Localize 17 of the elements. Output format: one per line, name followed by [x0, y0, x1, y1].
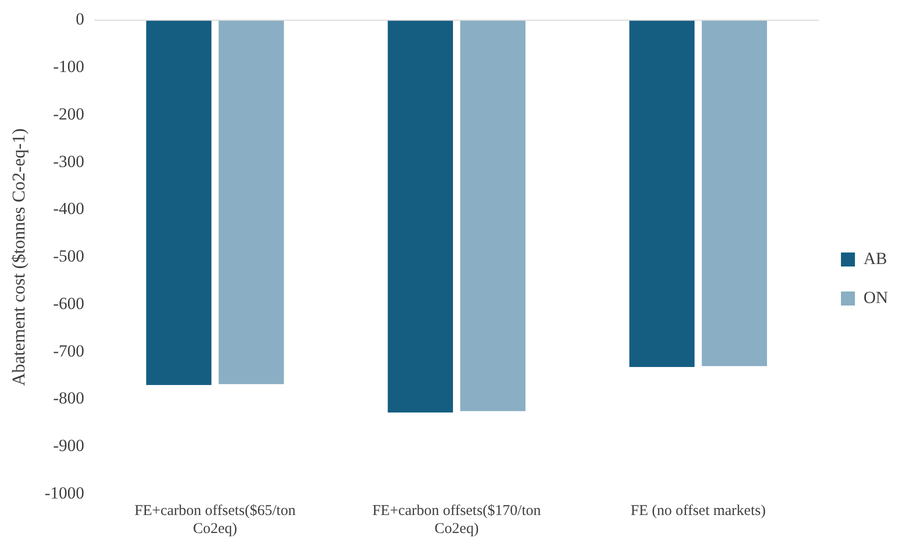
y-tick-label: -100: [53, 57, 84, 76]
legend-label: ON: [863, 288, 888, 307]
legend-label: AB: [863, 248, 888, 268]
y-tick-label: -800: [53, 388, 84, 408]
y-tick-label: -700: [53, 341, 84, 360]
y-tick-label: -1000: [44, 483, 84, 502]
x-tick-label: FE+carbon offsets($170/ton Co2eq): [372, 502, 542, 537]
y-tick-label: -600: [53, 294, 84, 313]
y-tick-label: -900: [53, 436, 84, 456]
y-tick-label: -200: [53, 104, 84, 124]
y-tick-label: 0: [76, 10, 84, 29]
y-axis-title: Abatement cost ($tonnes Co2-eq-1): [8, 128, 29, 386]
y-tick-label: -300: [53, 152, 84, 171]
y-tick-label: -500: [53, 246, 84, 266]
y-tick-label: -400: [53, 199, 84, 218]
x-tick-label: FE+carbon offsets($65/ton Co2eq): [134, 502, 296, 537]
x-tick-label: FE (no offset markets): [630, 502, 766, 519]
